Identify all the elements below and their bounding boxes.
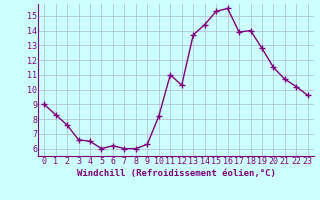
X-axis label: Windchill (Refroidissement éolien,°C): Windchill (Refroidissement éolien,°C) xyxy=(76,169,276,178)
